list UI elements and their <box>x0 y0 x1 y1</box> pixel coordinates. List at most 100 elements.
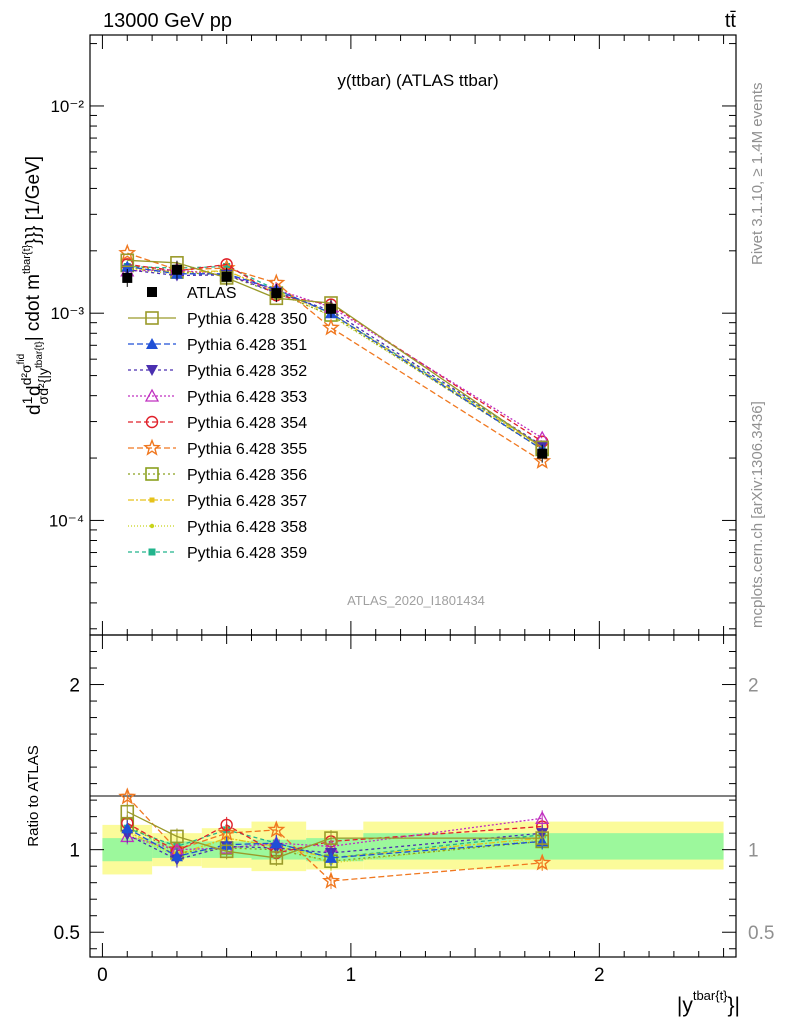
legend-entry: Pythia 6.428 354 <box>128 415 307 432</box>
ylabel-frac2-sup: fid <box>16 354 27 365</box>
data-point <box>223 263 231 271</box>
main-ylabel: d1σdd²σfidd²{|ytbar{t}| cdot mtbar{t}}}}… <box>16 156 51 415</box>
svg-text:d1σdd²σfidd²{|ytbar{t}| cdot m: d1σdd²σfidd²{|ytbar{t}| cdot mtbar{t}}}}… <box>16 156 51 415</box>
data-point <box>326 303 337 314</box>
ylabel-frac2-den: d²{|y <box>35 368 51 396</box>
series-atlas <box>122 260 548 463</box>
data-point <box>537 448 548 459</box>
ratio-point <box>325 851 338 863</box>
legend-marker <box>149 497 155 503</box>
ratio-point <box>170 850 183 862</box>
main-panel: 10⁻⁴ 10⁻³ 10⁻² y(ttbar) (ATLAS ttbar) ATLA… <box>49 34 737 636</box>
legend-marker <box>144 388 160 402</box>
xtick-label: 0 <box>97 965 108 986</box>
data-point <box>221 271 232 282</box>
legend-entry: Pythia 6.428 352 <box>128 363 307 380</box>
legend-label: Pythia 6.428 359 <box>187 545 307 562</box>
data-point <box>171 264 182 275</box>
ratio-point <box>219 844 234 859</box>
ratio-point <box>120 804 135 819</box>
data-point <box>118 243 137 261</box>
ratio-line <box>127 811 543 859</box>
legend-marker <box>145 415 159 429</box>
series-line <box>127 268 543 450</box>
ratio-point <box>535 810 550 824</box>
ylabel-frac1-num: 1 <box>19 396 35 404</box>
ratio-point <box>170 829 184 844</box>
legend-entry: Pythia 6.428 358 <box>128 519 307 536</box>
legend-entry: Pythia 6.428 356 <box>128 467 307 484</box>
series-pythia-6.428-353 <box>120 262 550 444</box>
legend-marker <box>148 548 156 556</box>
legend-label: Pythia 6.428 352 <box>187 363 307 380</box>
ratio-line <box>127 817 543 851</box>
legend-entry: Pythia 6.428 359 <box>128 545 307 562</box>
data-point <box>271 288 282 299</box>
series-pythia-6.428-356 <box>120 258 550 457</box>
xlabel-main: |y <box>677 994 693 1017</box>
legend-label: Pythia 6.428 354 <box>187 415 307 432</box>
ratio-point <box>217 823 236 841</box>
legend-marker <box>147 287 157 297</box>
ylabel-tail-sup: tbar{t} <box>21 244 33 274</box>
main-ytick-label: 10⁻⁴ <box>49 511 84 530</box>
ylabel-frac2-den-sup: tbar{t} <box>34 341 45 368</box>
ylabel-unit: }}} [1/GeV] <box>23 156 44 245</box>
legend-label: Pythia 6.428 350 <box>187 311 307 328</box>
series-line <box>127 265 543 451</box>
ratio-line <box>126 824 543 862</box>
ratio-point <box>269 851 284 865</box>
data-point <box>533 451 552 469</box>
legend-label: Pythia 6.428 356 <box>187 467 307 484</box>
ratio-line <box>127 832 543 861</box>
ratio-point <box>220 818 233 832</box>
data-point <box>322 318 340 336</box>
energy-label: 13000 GeV pp <box>103 10 232 32</box>
process-label: tt̄ <box>725 10 737 32</box>
xtick-label: 1 <box>346 965 357 986</box>
ylabel-tail: | cdot m <box>23 274 44 341</box>
xtick-label: 2 <box>594 965 605 986</box>
ratio-ytick-label-right: 1 <box>748 841 759 862</box>
ratio-series-pythia-6.428-350 <box>120 803 550 866</box>
main-ytick-label: 10⁻³ <box>50 304 84 323</box>
ratio-line <box>127 830 543 859</box>
legend-entry: Pythia 6.428 350 <box>128 311 307 328</box>
main-ytick-label: 10⁻² <box>50 97 84 116</box>
legend-label: Pythia 6.428 357 <box>187 493 307 510</box>
legend-marker <box>145 311 159 325</box>
rivet-label: Rivet 3.1.10, ≥ 1.4M events <box>749 83 766 266</box>
xlabel-sup: tbar{t} <box>693 988 728 1003</box>
legend-entry: ATLAS <box>147 285 237 302</box>
legend-marker <box>145 467 159 481</box>
legend: ATLAS Pythia 6.428 350 Pythia 6.428 351 Pyt… <box>128 285 307 562</box>
ratio-point <box>533 853 552 871</box>
legend-entry: Pythia 6.428 357 <box>128 493 307 510</box>
data-point <box>122 272 133 283</box>
legend-label: Pythia 6.428 353 <box>187 389 307 406</box>
xlabel-tail: }| <box>728 994 740 1017</box>
ylabel-d: d <box>24 404 45 415</box>
ratio-ytick-label: 0.5 <box>54 923 80 944</box>
legend-marker <box>146 338 158 349</box>
ylabel-d2: d <box>24 385 45 396</box>
ratio-ylabel: Ratio to ATLAS <box>25 745 42 846</box>
ratio-point <box>121 822 134 834</box>
ratio-point <box>324 831 338 845</box>
series-pythia-6.428-350 <box>120 253 550 455</box>
ratio-point <box>535 831 550 845</box>
legend-label: Pythia 6.428 358 <box>187 519 307 536</box>
legend-entry: Pythia 6.428 353 <box>128 388 307 406</box>
ylabel-frac1-den: σ <box>35 396 51 405</box>
series-line <box>127 269 543 439</box>
series-pythia-6.428-354 <box>121 258 549 448</box>
ratio-point <box>322 871 340 889</box>
legend-label: ATLAS <box>187 285 237 302</box>
data-point <box>120 253 135 268</box>
legend-label: Pythia 6.428 355 <box>187 441 307 458</box>
analysis-label: ATLAS_2020_I1801434 <box>347 593 485 608</box>
legend-marker <box>143 438 161 456</box>
ratio-ytick-label: 1 <box>69 841 80 862</box>
series-line <box>127 252 543 462</box>
ratio-point <box>267 820 286 838</box>
